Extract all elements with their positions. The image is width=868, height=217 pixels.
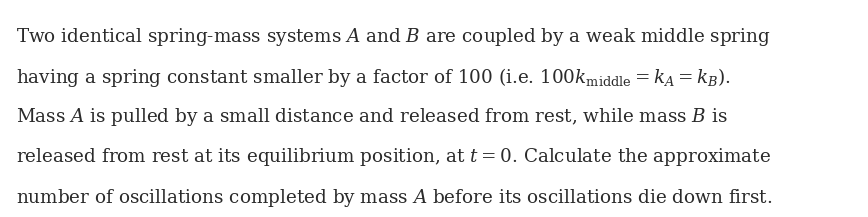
Text: having a spring constant smaller by a factor of 100 (i.e. $100k_{\mathrm{middle}: having a spring constant smaller by a fa… (16, 66, 731, 89)
Text: number of oscillations completed by mass $\mathit{A}$ before its oscillations di: number of oscillations completed by mass… (16, 187, 773, 209)
Text: released from rest at its equilibrium position, at $t = 0$. Calculate the approx: released from rest at its equilibrium po… (16, 146, 771, 168)
Text: Two identical spring-mass systems $\mathit{A}$ and $\mathit{B}$ are coupled by a: Two identical spring-mass systems $\math… (16, 26, 770, 48)
Text: Mass $\mathit{A}$ is pulled by a small distance and released from rest, while ma: Mass $\mathit{A}$ is pulled by a small d… (16, 106, 727, 128)
